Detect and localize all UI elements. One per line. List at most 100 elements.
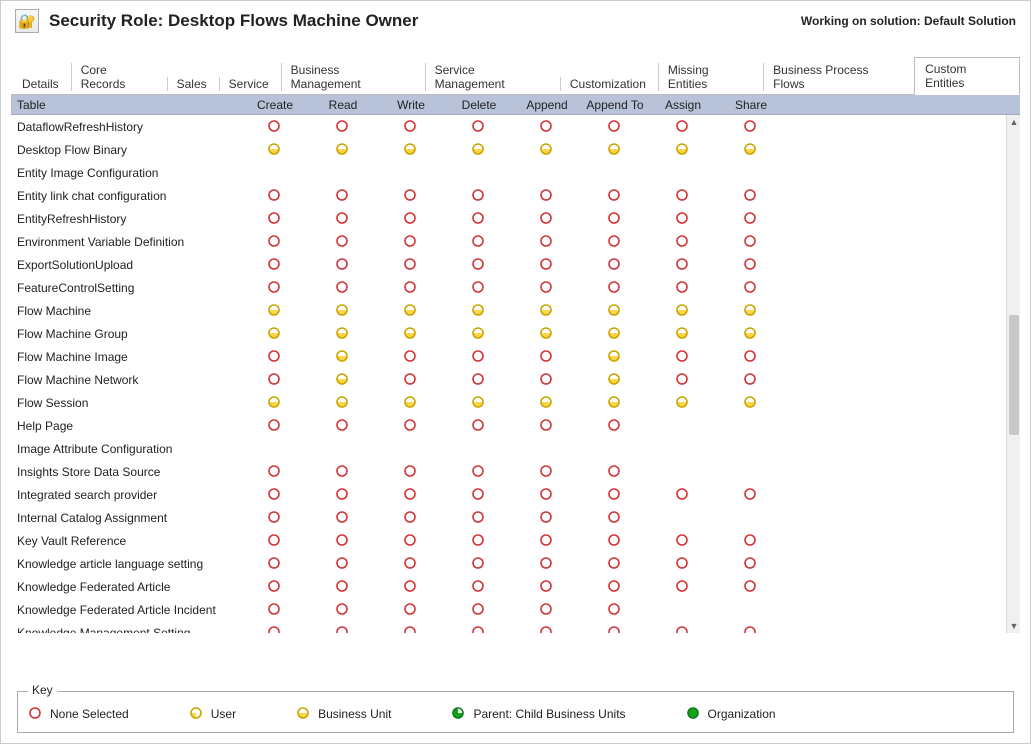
privilege-cell[interactable] [513,303,581,319]
privilege-cell[interactable] [377,602,445,618]
privilege-cell[interactable] [717,326,785,342]
privilege-cell[interactable] [241,395,309,411]
privilege-cell[interactable] [377,349,445,365]
tab-custom-entities[interactable]: Custom Entities [914,57,1020,95]
privilege-cell[interactable] [377,487,445,503]
privilege-cell[interactable] [445,188,513,204]
privilege-cell[interactable] [309,280,377,296]
privilege-cell[interactable] [649,372,717,388]
privilege-cell[interactable] [513,372,581,388]
privilege-cell[interactable] [513,556,581,572]
privilege-cell[interactable] [717,349,785,365]
privilege-cell[interactable] [581,257,649,273]
privilege-cell[interactable] [649,625,717,634]
privilege-cell[interactable] [241,372,309,388]
privilege-cell[interactable] [717,395,785,411]
privilege-cell[interactable] [241,326,309,342]
privilege-cell[interactable] [445,625,513,634]
privilege-cell[interactable] [649,579,717,595]
privilege-cell[interactable] [445,602,513,618]
privilege-cell[interactable] [649,326,717,342]
privilege-cell[interactable] [445,487,513,503]
privilege-cell[interactable] [513,625,581,634]
privilege-cell[interactable] [581,487,649,503]
privilege-cell[interactable] [309,257,377,273]
privilege-cell[interactable] [241,579,309,595]
privilege-cell[interactable] [649,211,717,227]
privilege-cell[interactable] [445,211,513,227]
privilege-cell[interactable] [445,464,513,480]
privilege-cell[interactable] [717,303,785,319]
privilege-cell[interactable] [717,257,785,273]
privilege-cell[interactable] [309,602,377,618]
privilege-cell[interactable] [649,487,717,503]
column-header-assign[interactable]: Assign [649,98,717,112]
privilege-cell[interactable] [717,556,785,572]
privilege-cell[interactable] [717,211,785,227]
privilege-cell[interactable] [241,303,309,319]
privilege-cell[interactable] [377,395,445,411]
privilege-cell[interactable] [241,510,309,526]
privilege-cell[interactable] [241,487,309,503]
privilege-cell[interactable] [377,556,445,572]
privilege-cell[interactable] [445,349,513,365]
privilege-cell[interactable] [649,395,717,411]
scroll-down-arrow[interactable]: ▼ [1007,619,1020,633]
privilege-cell[interactable] [581,211,649,227]
privilege-cell[interactable] [581,602,649,618]
privilege-cell[interactable] [309,510,377,526]
privilege-cell[interactable] [513,188,581,204]
privilege-cell[interactable] [581,556,649,572]
privilege-cell[interactable] [241,257,309,273]
privilege-cell[interactable] [717,280,785,296]
privilege-cell[interactable] [309,303,377,319]
privilege-cell[interactable] [309,625,377,634]
privilege-cell[interactable] [309,464,377,480]
privilege-cell[interactable] [309,119,377,135]
privilege-cell[interactable] [649,533,717,549]
privilege-cell[interactable] [717,625,785,634]
column-header-append-to[interactable]: Append To [581,98,649,112]
privilege-cell[interactable] [513,234,581,250]
privilege-cell[interactable] [309,487,377,503]
privilege-cell[interactable] [377,579,445,595]
scroll-thumb[interactable] [1009,315,1019,435]
privilege-cell[interactable] [445,326,513,342]
privilege-cell[interactable] [377,418,445,434]
privilege-cell[interactable] [581,142,649,158]
privilege-cell[interactable] [377,625,445,634]
privilege-cell[interactable] [309,533,377,549]
privilege-cell[interactable] [717,142,785,158]
privilege-cell[interactable] [445,142,513,158]
privilege-cell[interactable] [377,142,445,158]
privilege-cell[interactable] [241,349,309,365]
privilege-cell[interactable] [581,280,649,296]
privilege-cell[interactable] [581,533,649,549]
privilege-cell[interactable] [513,349,581,365]
privilege-cell[interactable] [649,556,717,572]
tab-service-management[interactable]: Service Management [424,58,559,95]
privilege-cell[interactable] [445,510,513,526]
privilege-cell[interactable] [377,257,445,273]
privilege-cell[interactable] [309,211,377,227]
privilege-cell[interactable] [649,303,717,319]
privilege-cell[interactable] [241,234,309,250]
privilege-cell[interactable] [241,142,309,158]
privilege-cell[interactable] [513,418,581,434]
privilege-cell[interactable] [581,326,649,342]
privilege-cell[interactable] [581,349,649,365]
privilege-cell[interactable] [513,211,581,227]
privilege-cell[interactable] [309,188,377,204]
privilege-cell[interactable] [377,119,445,135]
privilege-cell[interactable] [717,372,785,388]
column-header-share[interactable]: Share [717,98,785,112]
privilege-cell[interactable] [581,303,649,319]
privilege-cell[interactable] [513,464,581,480]
privilege-cell[interactable] [581,579,649,595]
column-header-write[interactable]: Write [377,98,445,112]
privilege-cell[interactable] [581,625,649,634]
privilege-cell[interactable] [445,234,513,250]
column-header-create[interactable]: Create [241,98,309,112]
privilege-cell[interactable] [581,418,649,434]
privilege-cell[interactable] [513,326,581,342]
